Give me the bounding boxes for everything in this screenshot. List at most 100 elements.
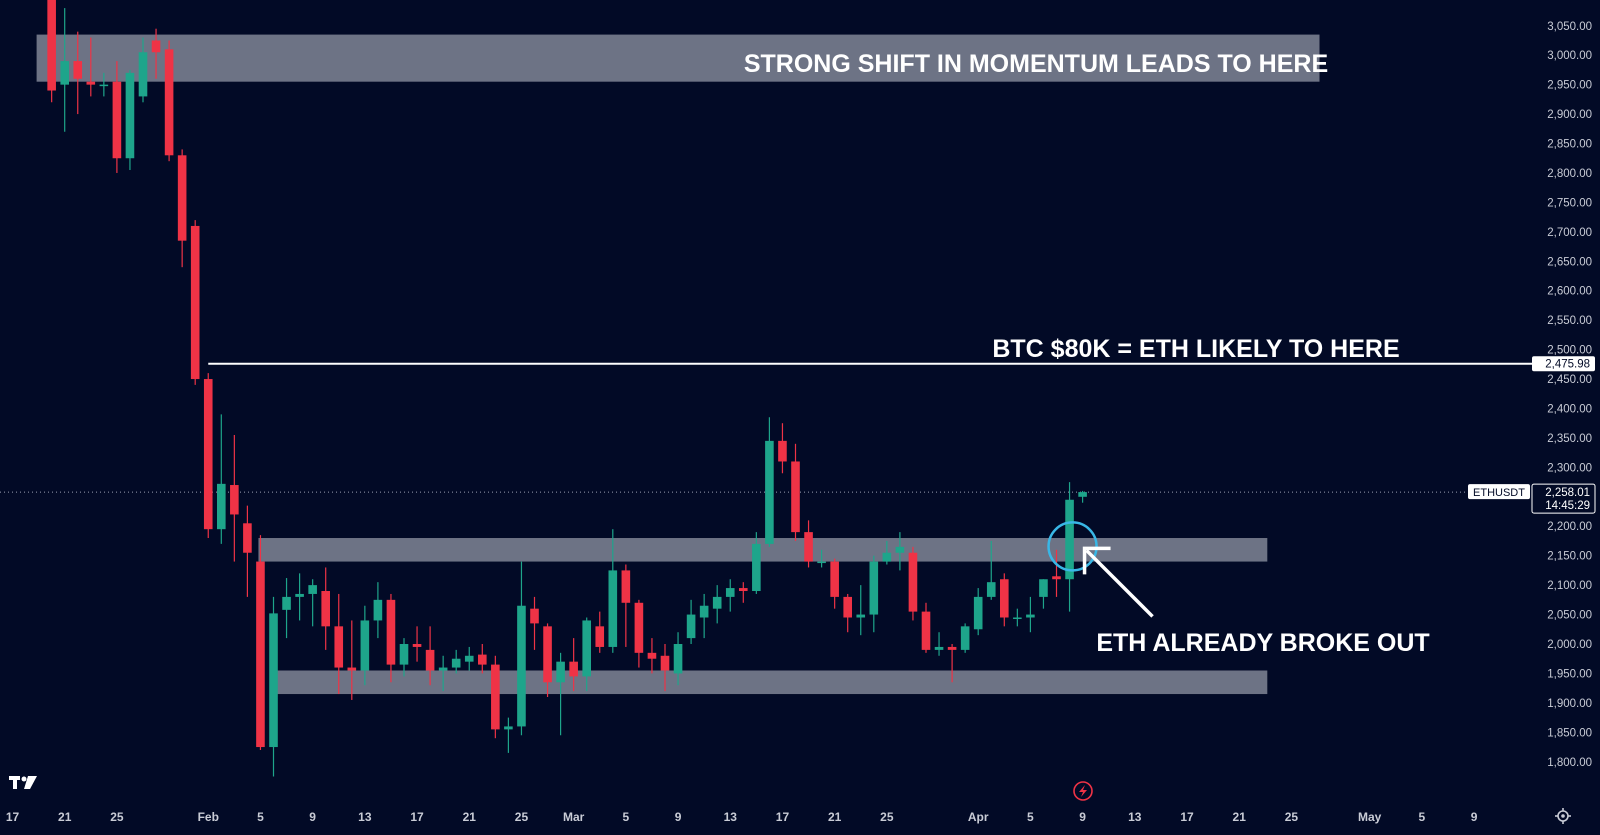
candle <box>660 644 670 692</box>
candle-body <box>673 644 683 674</box>
arrow-shaft <box>1085 549 1154 618</box>
candle-body <box>464 655 474 662</box>
candle-body <box>243 523 252 553</box>
candle <box>412 626 422 662</box>
x-tick-label: 9 <box>1471 810 1478 824</box>
candle <box>869 555 879 633</box>
candle-body <box>843 596 852 618</box>
y-tick-label: 3,000.00 <box>1547 50 1592 62</box>
candle <box>321 567 330 650</box>
countdown-timer: 14:45:29 <box>1545 500 1590 512</box>
y-tick-label: 2,400.00 <box>1547 403 1592 415</box>
candle-body <box>73 61 83 79</box>
candle-body <box>347 667 357 671</box>
breakout-circle <box>1047 521 1098 572</box>
candle <box>725 579 735 612</box>
candle-body <box>556 661 565 683</box>
level-price-tag <box>1532 356 1595 372</box>
candle-body <box>517 605 526 727</box>
candle <box>138 37 148 103</box>
time-axis[interactable]: 17 21 25 Feb 5 9 13 17 21 25 Mar 5 9 13 17 21 25 Apr 5 9 13 1… <box>6 810 1478 824</box>
candle-body <box>308 585 317 594</box>
candle <box>765 417 774 547</box>
candle-body <box>608 570 618 647</box>
candle <box>1026 596 1035 633</box>
candle <box>791 443 800 541</box>
candle-body <box>399 644 409 665</box>
y-tick-label: 2,700.00 <box>1547 227 1592 239</box>
candle-body <box>1039 579 1048 597</box>
candle-body <box>269 613 278 748</box>
x-tick-label: 21 <box>463 810 477 824</box>
candle <box>960 623 970 653</box>
candle <box>1078 490 1087 503</box>
candle-body <box>908 552 918 612</box>
lightning-icon[interactable] <box>1073 781 1093 801</box>
current-price-tag <box>1531 483 1596 514</box>
candle <box>47 0 56 103</box>
candle-body <box>882 552 892 562</box>
y-tick-label: 2,650.00 <box>1547 256 1592 268</box>
y-tick-label: 2,300.00 <box>1547 462 1592 474</box>
candle-body <box>634 602 644 653</box>
candle-body <box>295 593 304 597</box>
y-tick-label: 1,800.00 <box>1547 757 1592 769</box>
x-tick-label: 9 <box>675 810 682 824</box>
y-tick-label: 2,600.00 <box>1547 286 1592 298</box>
candle-body <box>712 596 722 609</box>
y-tick-label: 2,450.00 <box>1547 374 1592 386</box>
candle-body <box>373 599 383 621</box>
candle-body <box>765 440 774 544</box>
candle <box>556 652 565 736</box>
candle <box>451 649 461 674</box>
candle <box>347 620 357 700</box>
candle <box>1039 579 1048 609</box>
price-axis-bg <box>1532 0 1600 830</box>
y-tick-label: 2,050.00 <box>1547 610 1592 622</box>
candle-body <box>739 588 748 592</box>
candle <box>986 540 996 600</box>
x-tick-label: 5 <box>623 810 630 824</box>
tradingview-logo-icon[interactable] <box>9 776 37 789</box>
candle <box>151 28 161 79</box>
candle-body <box>895 546 905 553</box>
candle-body <box>203 379 213 530</box>
candle <box>1052 549 1061 597</box>
arrow-head <box>1082 546 1111 575</box>
gear-icon[interactable] <box>1555 808 1571 824</box>
candle-body <box>334 626 344 668</box>
candle <box>921 602 931 653</box>
candle-body <box>491 664 500 730</box>
candle <box>230 434 239 562</box>
candle <box>947 644 957 683</box>
y-tick-label: 2,150.00 <box>1547 551 1592 563</box>
y-tick-label: 1,900.00 <box>1547 698 1592 710</box>
candle <box>373 582 383 639</box>
candle <box>360 605 370 686</box>
candle <box>608 529 618 653</box>
candle <box>543 623 552 697</box>
candle <box>256 535 265 750</box>
y-tick-label: 2,500.00 <box>1547 345 1592 357</box>
candle <box>830 558 839 609</box>
y-tick-label: 2,350.00 <box>1547 433 1592 445</box>
candle-body <box>125 72 135 159</box>
candle <box>817 549 826 568</box>
x-tick-label: 17 <box>410 810 424 824</box>
price-axis[interactable]: 1,800.00 1,850.00 1,900.00 1,950.00 2,000.00… <box>1532 0 1600 830</box>
annotations-layer: STRONG SHIFT IN MOMENTUM LEADS TO HERE B… <box>744 50 1430 657</box>
y-tick-label: 2,000.00 <box>1547 639 1592 651</box>
candle <box>386 593 396 683</box>
candle-body <box>973 596 983 630</box>
candle <box>334 593 344 695</box>
candle-body <box>1013 617 1022 620</box>
x-tick-label: 21 <box>828 810 842 824</box>
candle <box>425 626 435 686</box>
candle <box>438 655 448 692</box>
x-tick-label: Apr <box>968 810 989 824</box>
candle <box>295 573 304 621</box>
candle-body <box>256 561 265 748</box>
candle <box>99 72 109 97</box>
